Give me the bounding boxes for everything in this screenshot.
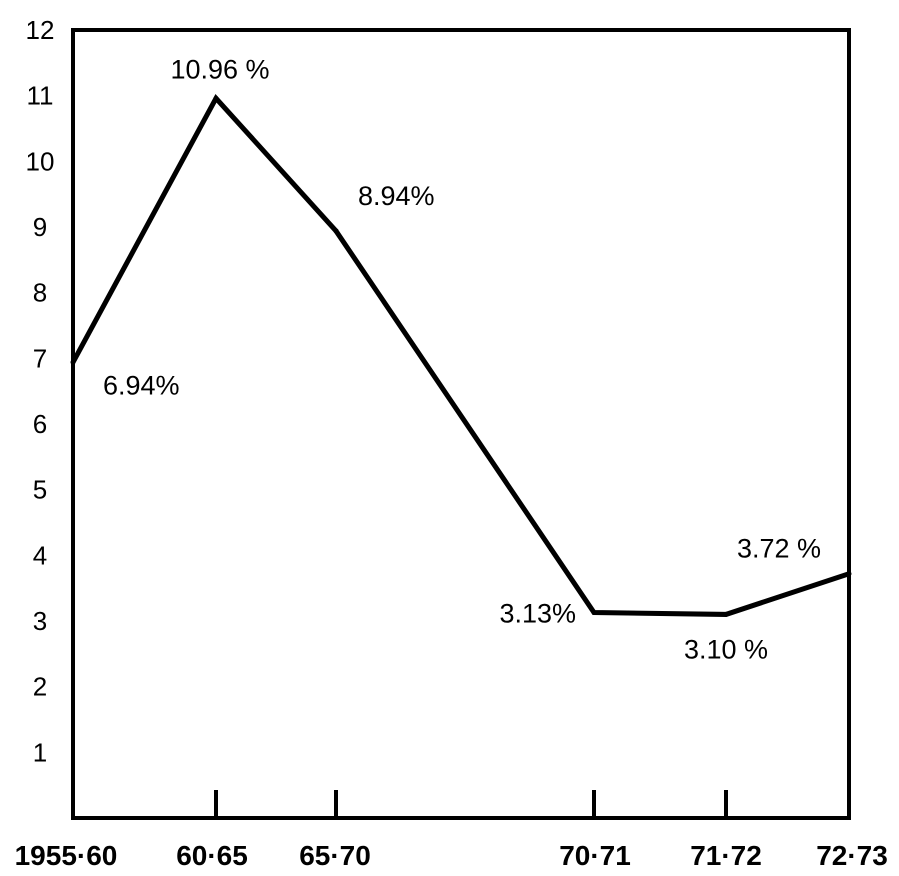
x-tick-label: 1955·60 xyxy=(15,840,118,871)
data-point xyxy=(723,611,729,617)
x-tick-label: 60·65 xyxy=(176,840,248,871)
data-label: 3.72 % xyxy=(737,534,821,564)
data-point xyxy=(70,359,76,365)
y-tick-label: 5 xyxy=(33,475,47,505)
data-point xyxy=(213,95,219,101)
data-label: 10.96 % xyxy=(170,54,269,84)
labels-layer: 6.94% 10.96 % 8.94% 3.13% 3.10 % 3.72 % xyxy=(103,54,821,664)
y-tick-label: 12 xyxy=(26,15,55,45)
y-tick-label: 2 xyxy=(33,672,47,702)
y-tick-label: 3 xyxy=(33,606,47,636)
y-tick-label: 8 xyxy=(33,278,47,308)
y-tick-label: 4 xyxy=(33,540,47,570)
data-point xyxy=(846,571,852,577)
x-tick-label: 65·70 xyxy=(299,840,371,871)
x-tick-label: 71·72 xyxy=(690,840,762,871)
y-tick-label: 1 xyxy=(33,737,47,767)
x-tick-label: 70·71 xyxy=(559,840,631,871)
x-tick-label: 72·73 xyxy=(816,840,888,871)
data-label: 6.94% xyxy=(103,370,180,400)
data-label: 8.94% xyxy=(358,181,435,211)
data-point xyxy=(591,609,597,615)
series-line-layer xyxy=(70,93,852,617)
y-tick-label: 9 xyxy=(33,212,47,242)
y-tick-label: 6 xyxy=(33,409,47,439)
data-label: 3.10 % xyxy=(684,634,768,664)
y-tick-label: 11 xyxy=(27,81,54,111)
series-line xyxy=(70,93,850,617)
y-tick-label: 10 xyxy=(26,146,55,176)
data-point xyxy=(333,228,339,234)
data-label: 3.13% xyxy=(499,598,576,628)
y-tick-label: 7 xyxy=(33,343,47,373)
